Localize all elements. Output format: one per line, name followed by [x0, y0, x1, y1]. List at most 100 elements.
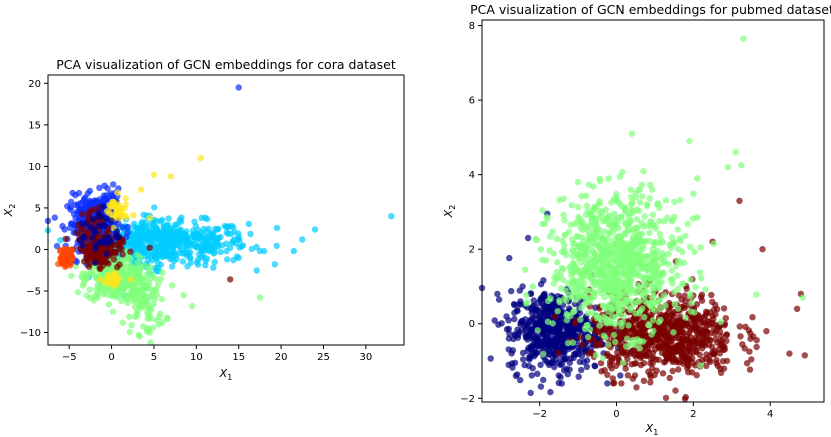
data-point	[529, 283, 537, 290]
data-point	[170, 247, 177, 255]
data-point	[665, 334, 672, 341]
data-point	[74, 229, 81, 236]
data-point	[690, 190, 697, 197]
data-point	[130, 211, 137, 219]
data-point	[571, 320, 579, 327]
data-point	[92, 259, 99, 266]
data-point	[605, 303, 612, 311]
y-tick-label: −2	[460, 394, 475, 405]
data-point	[662, 197, 670, 204]
data-point	[567, 221, 574, 228]
data-point	[661, 258, 668, 265]
data-point	[104, 279, 111, 287]
data-point	[100, 203, 107, 210]
data-point	[541, 220, 549, 227]
data-point	[105, 271, 112, 279]
data-point	[98, 213, 105, 220]
data-point	[545, 351, 553, 358]
cora-x-axis-label: X1	[219, 367, 233, 382]
data-point	[144, 325, 151, 332]
data-point	[634, 282, 641, 289]
data-point	[736, 323, 743, 330]
data-point	[75, 189, 83, 197]
data-point	[676, 319, 683, 326]
data-point	[681, 304, 688, 312]
data-point	[91, 254, 99, 261]
data-point	[89, 234, 96, 241]
data-point	[649, 365, 656, 372]
data-point	[688, 308, 695, 315]
data-point	[627, 306, 634, 314]
data-point	[597, 178, 604, 185]
data-point	[566, 359, 573, 366]
data-point	[90, 270, 97, 278]
data-point	[633, 384, 640, 391]
data-point	[539, 207, 546, 214]
data-point	[194, 227, 202, 234]
data-point	[614, 218, 621, 225]
data-point	[561, 331, 568, 339]
data-point	[684, 220, 691, 228]
data-point	[658, 349, 666, 356]
data-point	[584, 309, 592, 317]
x-tick-label: 0	[613, 409, 619, 420]
data-point	[708, 343, 716, 350]
data-point	[157, 275, 165, 283]
data-point	[117, 206, 124, 214]
data-point	[683, 336, 690, 343]
data-point	[221, 222, 228, 230]
data-point	[593, 202, 600, 210]
chart-pubmed: −2 0 2 4 −2 0 2 4 6 8 PCA visualization of GCN em…	[442, 2, 831, 437]
data-point	[558, 361, 566, 368]
data-point	[631, 372, 639, 379]
data-point	[260, 247, 268, 255]
data-point	[89, 215, 97, 223]
data-point	[574, 218, 581, 225]
data-point	[186, 254, 194, 261]
data-point	[127, 255, 134, 263]
data-point	[79, 242, 86, 249]
data-point	[138, 186, 145, 193]
data-point	[86, 187, 94, 195]
data-point	[717, 341, 725, 348]
data-point	[148, 306, 155, 314]
data-point	[636, 199, 644, 206]
data-point	[113, 234, 121, 241]
data-point	[746, 366, 754, 373]
data-point	[578, 193, 585, 200]
data-point	[668, 345, 676, 352]
data-point	[188, 302, 196, 310]
data-point	[661, 344, 669, 351]
data-point	[699, 357, 706, 364]
data-point	[487, 355, 494, 362]
data-point	[388, 213, 395, 220]
data-point	[527, 389, 534, 397]
data-point	[587, 211, 595, 218]
data-point	[596, 314, 603, 321]
data-point	[678, 296, 685, 303]
data-point	[599, 355, 607, 362]
y-tick-label: 0	[35, 245, 41, 256]
data-point	[656, 239, 664, 246]
data-point	[230, 257, 237, 264]
data-point	[580, 244, 587, 251]
data-point	[253, 267, 260, 274]
x-tick-label: 20	[275, 352, 288, 363]
data-point	[76, 237, 84, 244]
data-point	[668, 267, 676, 274]
data-point	[62, 235, 69, 243]
data-point	[574, 178, 582, 186]
x-tick-label: 30	[359, 352, 372, 363]
data-point	[801, 352, 808, 359]
data-point	[127, 248, 134, 255]
data-point	[205, 225, 212, 232]
data-point	[709, 348, 716, 356]
data-point	[625, 322, 632, 329]
data-point	[663, 355, 671, 363]
data-point	[110, 256, 118, 263]
data-point	[642, 289, 649, 296]
data-point	[545, 361, 553, 369]
data-point	[94, 292, 101, 299]
data-point	[201, 243, 208, 250]
data-point	[528, 372, 535, 379]
